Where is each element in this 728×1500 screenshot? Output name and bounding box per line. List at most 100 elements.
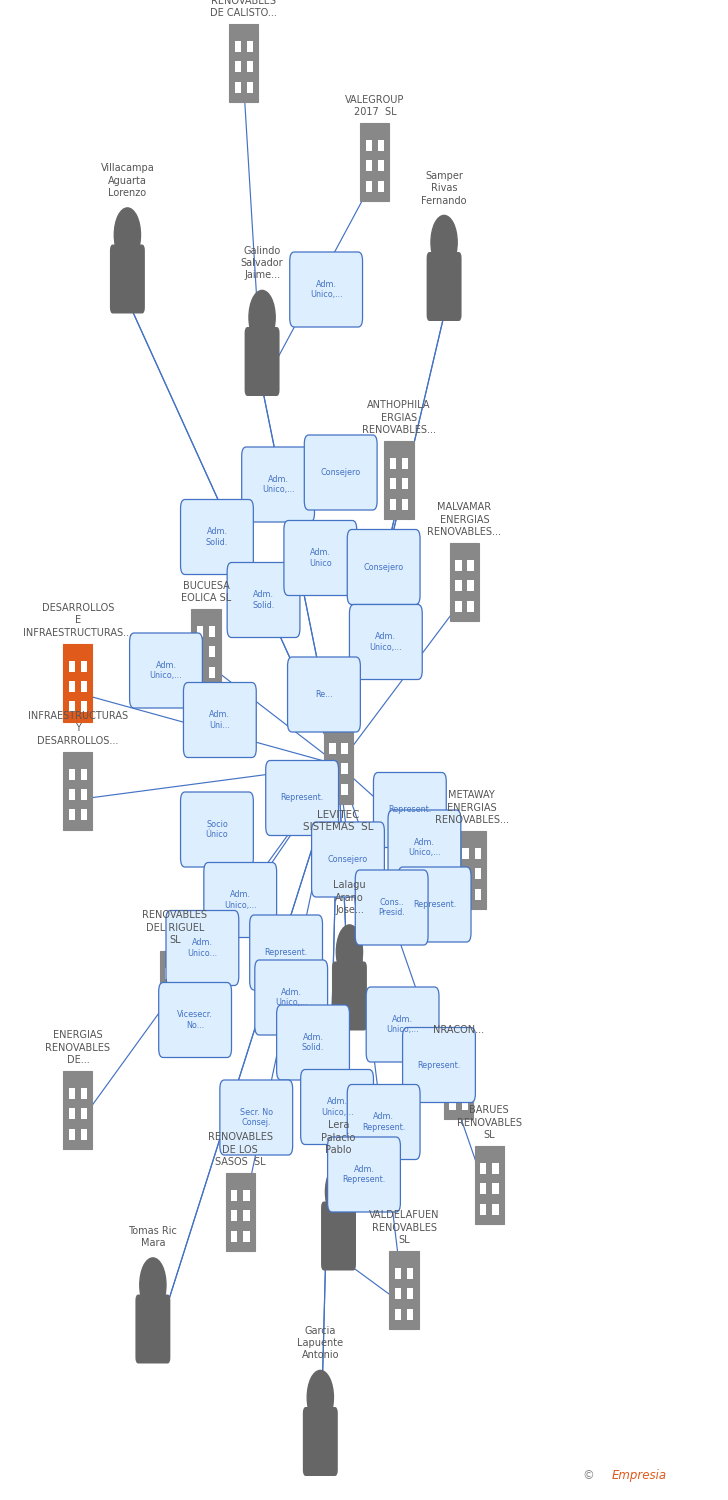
FancyBboxPatch shape bbox=[378, 140, 384, 152]
FancyBboxPatch shape bbox=[395, 1288, 401, 1299]
FancyBboxPatch shape bbox=[288, 657, 360, 732]
Text: ANTHOPHILA
ERGIAS
RENOVABLES...: ANTHOPHILA ERGIAS RENOVABLES... bbox=[362, 400, 436, 435]
FancyBboxPatch shape bbox=[402, 498, 408, 510]
FancyBboxPatch shape bbox=[197, 666, 203, 678]
FancyBboxPatch shape bbox=[402, 458, 408, 470]
Circle shape bbox=[140, 1258, 166, 1312]
FancyBboxPatch shape bbox=[191, 609, 221, 687]
Text: Adm.
Represent.: Adm. Represent. bbox=[342, 1164, 386, 1185]
Text: Represent.: Represent. bbox=[264, 948, 308, 957]
FancyBboxPatch shape bbox=[178, 988, 184, 999]
Text: Adm.
Unico,...: Adm. Unico,... bbox=[387, 1014, 419, 1035]
FancyBboxPatch shape bbox=[284, 520, 357, 596]
FancyBboxPatch shape bbox=[178, 968, 184, 980]
FancyBboxPatch shape bbox=[492, 1162, 499, 1174]
Text: VALDELAFUEN
RENOVABLES
SL: VALDELAFUEN RENOVABLES SL bbox=[369, 1210, 439, 1245]
Text: Adm.
Unico: Adm. Unico bbox=[309, 548, 332, 568]
FancyBboxPatch shape bbox=[159, 982, 232, 1058]
FancyBboxPatch shape bbox=[277, 1005, 349, 1080]
FancyBboxPatch shape bbox=[81, 808, 87, 820]
Text: Represent.: Represent. bbox=[280, 794, 324, 802]
FancyBboxPatch shape bbox=[266, 760, 339, 836]
FancyBboxPatch shape bbox=[243, 1210, 250, 1221]
FancyBboxPatch shape bbox=[81, 681, 87, 692]
FancyBboxPatch shape bbox=[81, 768, 87, 780]
FancyBboxPatch shape bbox=[329, 742, 336, 754]
FancyBboxPatch shape bbox=[365, 140, 372, 152]
FancyBboxPatch shape bbox=[135, 1294, 170, 1364]
Text: Garcia
Lapuente
Antonio: Garcia Lapuente Antonio bbox=[297, 1326, 344, 1360]
FancyBboxPatch shape bbox=[395, 1308, 401, 1320]
FancyBboxPatch shape bbox=[255, 960, 328, 1035]
FancyBboxPatch shape bbox=[81, 1108, 87, 1119]
FancyBboxPatch shape bbox=[181, 500, 253, 574]
FancyBboxPatch shape bbox=[166, 910, 239, 986]
FancyBboxPatch shape bbox=[329, 764, 336, 774]
Text: Adm.
Unico,...: Adm. Unico,... bbox=[224, 890, 256, 910]
Text: Vicesecr.
No...: Vicesecr. No... bbox=[177, 1010, 213, 1031]
FancyBboxPatch shape bbox=[234, 40, 241, 53]
Circle shape bbox=[249, 291, 275, 345]
FancyBboxPatch shape bbox=[365, 180, 372, 192]
FancyBboxPatch shape bbox=[462, 868, 469, 879]
Text: Lalagu
Arano
Jose...: Lalagu Arano Jose... bbox=[333, 880, 365, 915]
Text: Adm.
Solid.: Adm. Solid. bbox=[302, 1032, 324, 1053]
FancyBboxPatch shape bbox=[197, 626, 203, 638]
FancyBboxPatch shape bbox=[389, 1251, 419, 1329]
FancyBboxPatch shape bbox=[68, 789, 75, 800]
FancyBboxPatch shape bbox=[160, 951, 189, 1029]
FancyBboxPatch shape bbox=[467, 600, 474, 612]
Text: Galindo
Salvador
Jaime...: Galindo Salvador Jaime... bbox=[241, 246, 283, 280]
FancyBboxPatch shape bbox=[209, 646, 215, 657]
Circle shape bbox=[307, 1371, 333, 1425]
Text: Adm.
Unico...: Adm. Unico... bbox=[187, 938, 218, 958]
FancyBboxPatch shape bbox=[290, 252, 363, 327]
Text: VALEGROUP
2017  SL: VALEGROUP 2017 SL bbox=[345, 94, 405, 117]
Text: Represent.: Represent. bbox=[413, 900, 456, 909]
FancyBboxPatch shape bbox=[467, 560, 474, 572]
Circle shape bbox=[431, 216, 457, 270]
FancyBboxPatch shape bbox=[183, 682, 256, 758]
FancyBboxPatch shape bbox=[384, 441, 414, 519]
FancyBboxPatch shape bbox=[321, 1202, 356, 1270]
FancyBboxPatch shape bbox=[250, 915, 323, 990]
Text: Adm.
Unico,...: Adm. Unico,... bbox=[310, 279, 342, 300]
FancyBboxPatch shape bbox=[165, 968, 172, 980]
FancyBboxPatch shape bbox=[63, 752, 92, 830]
FancyBboxPatch shape bbox=[328, 1137, 400, 1212]
FancyBboxPatch shape bbox=[355, 870, 428, 945]
FancyBboxPatch shape bbox=[457, 831, 486, 909]
FancyBboxPatch shape bbox=[68, 1108, 75, 1119]
Circle shape bbox=[325, 1166, 352, 1219]
Text: Represent.: Represent. bbox=[417, 1060, 461, 1070]
FancyBboxPatch shape bbox=[449, 1078, 456, 1089]
FancyBboxPatch shape bbox=[475, 868, 481, 879]
Text: INFRAESTRUCTURAS
Y
DESARROLLOS...: INFRAESTRUCTURAS Y DESARROLLOS... bbox=[28, 711, 128, 746]
Text: NRACON...: NRACON... bbox=[433, 1024, 484, 1035]
Text: Villacampa
Aguarta
Lorenzo: Villacampa Aguarta Lorenzo bbox=[100, 164, 154, 198]
FancyBboxPatch shape bbox=[234, 81, 241, 93]
Text: Socio
Único: Socio Único bbox=[205, 819, 229, 840]
FancyBboxPatch shape bbox=[229, 24, 258, 102]
Text: DESARROLLOS
E
INFRAESTRUCTURAS...: DESARROLLOS E INFRAESTRUCTURAS... bbox=[23, 603, 132, 638]
FancyBboxPatch shape bbox=[243, 1230, 250, 1242]
Text: ENERGIAS
RENOVABLES
DE CALISTO...: ENERGIAS RENOVABLES DE CALISTO... bbox=[210, 0, 277, 18]
Text: RENOVABLES
DEL RIGUEL
SL: RENOVABLES DEL RIGUEL SL bbox=[142, 910, 207, 945]
Text: Secr. No
Consej.: Secr. No Consej. bbox=[240, 1107, 273, 1128]
FancyBboxPatch shape bbox=[467, 580, 474, 591]
FancyBboxPatch shape bbox=[81, 1088, 87, 1100]
FancyBboxPatch shape bbox=[68, 768, 75, 780]
FancyBboxPatch shape bbox=[462, 1078, 468, 1089]
Text: Consejero: Consejero bbox=[328, 855, 368, 864]
FancyBboxPatch shape bbox=[455, 560, 462, 572]
Text: Consejero: Consejero bbox=[363, 562, 404, 572]
Text: ©: © bbox=[582, 1468, 594, 1482]
FancyBboxPatch shape bbox=[427, 252, 462, 321]
FancyBboxPatch shape bbox=[360, 123, 389, 201]
FancyBboxPatch shape bbox=[181, 792, 253, 867]
FancyBboxPatch shape bbox=[130, 633, 202, 708]
FancyBboxPatch shape bbox=[68, 1088, 75, 1100]
FancyBboxPatch shape bbox=[444, 1041, 473, 1119]
FancyBboxPatch shape bbox=[480, 1203, 486, 1215]
FancyBboxPatch shape bbox=[303, 1407, 338, 1476]
